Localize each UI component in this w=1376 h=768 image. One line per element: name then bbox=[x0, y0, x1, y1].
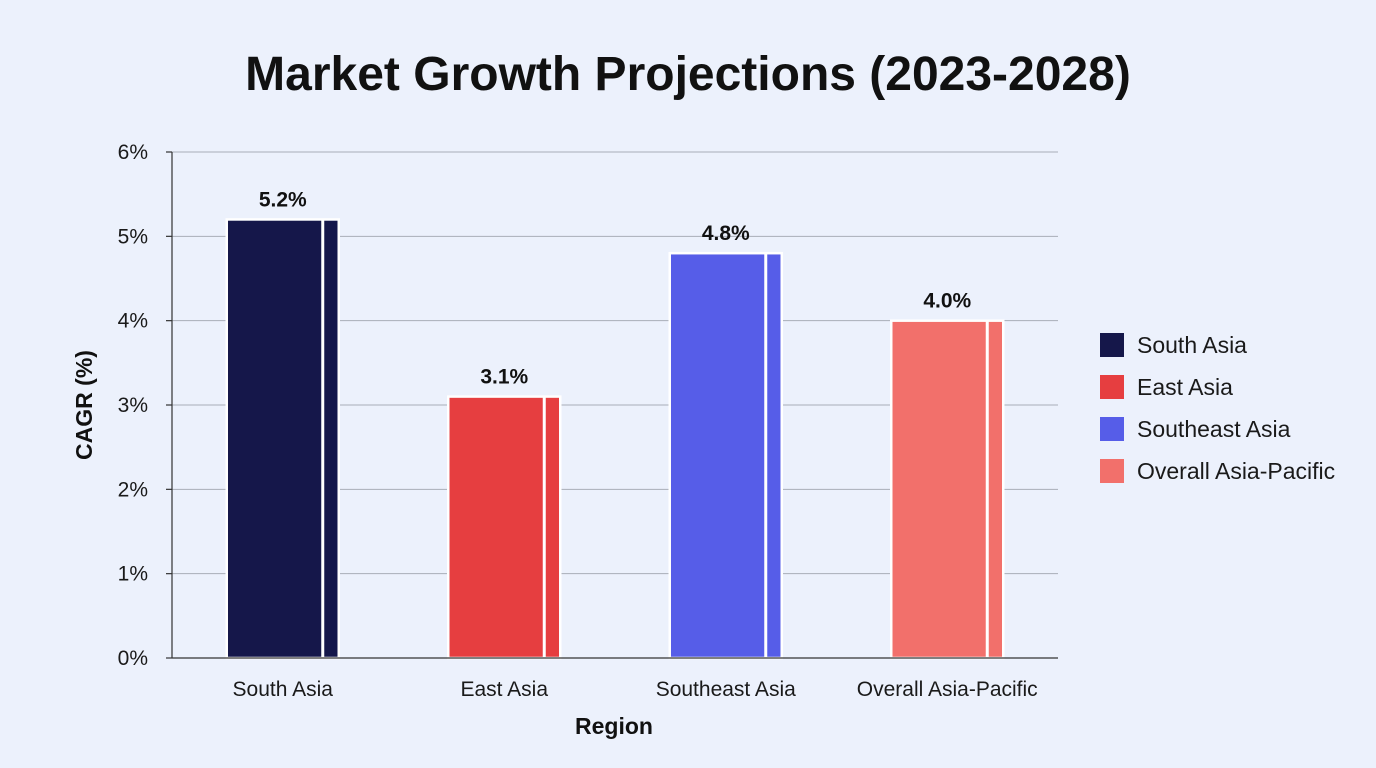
legend-swatch bbox=[1100, 375, 1124, 399]
legend-label: Southeast Asia bbox=[1137, 416, 1291, 442]
legend-label: South Asia bbox=[1137, 332, 1247, 358]
legend-swatch bbox=[1100, 333, 1124, 357]
y-axis-ticks: 0% 1% 2% 3% 4% 5% 6% bbox=[118, 141, 172, 670]
y-tick-label: 5% bbox=[118, 225, 148, 248]
x-tick-label: Overall Asia-Pacific bbox=[857, 678, 1038, 701]
legend-swatch bbox=[1100, 417, 1124, 441]
legend-swatch bbox=[1100, 459, 1124, 483]
x-tick-label: East Asia bbox=[460, 678, 548, 701]
y-tick-label: 2% bbox=[118, 478, 148, 501]
y-tick-label: 4% bbox=[118, 310, 148, 333]
bar bbox=[225, 218, 340, 660]
y-tick-label: 1% bbox=[118, 563, 148, 586]
y-axis-title: CAGR (%) bbox=[71, 350, 97, 460]
bar bbox=[668, 251, 783, 660]
y-tick-label: 6% bbox=[118, 141, 148, 164]
bar bbox=[890, 319, 1005, 660]
data-labels: 5.2% 3.1% 4.8% 4.0% bbox=[259, 188, 972, 388]
x-tick-label: South Asia bbox=[233, 678, 334, 701]
y-tick-label: 0% bbox=[118, 647, 148, 670]
bars bbox=[225, 218, 1005, 660]
legend: South Asia East Asia Southeast Asia Overall… bbox=[1100, 332, 1335, 484]
data-label: 5.2% bbox=[259, 188, 307, 211]
legend-label: East Asia bbox=[1137, 374, 1233, 400]
bar bbox=[447, 395, 562, 660]
data-label: 4.8% bbox=[702, 222, 750, 245]
x-axis-title: Region bbox=[575, 713, 653, 739]
legend-label: Overall Asia-Pacific bbox=[1137, 458, 1335, 484]
x-axis-ticks: South Asia East Asia Southeast Asia Overall… bbox=[233, 678, 1038, 701]
y-tick-label: 3% bbox=[118, 394, 148, 417]
x-tick-label: Southeast Asia bbox=[656, 678, 796, 701]
data-label: 4.0% bbox=[923, 290, 971, 313]
chart-title: Market Growth Projections (2023-2028) bbox=[245, 48, 1131, 101]
data-label: 3.1% bbox=[480, 366, 528, 389]
